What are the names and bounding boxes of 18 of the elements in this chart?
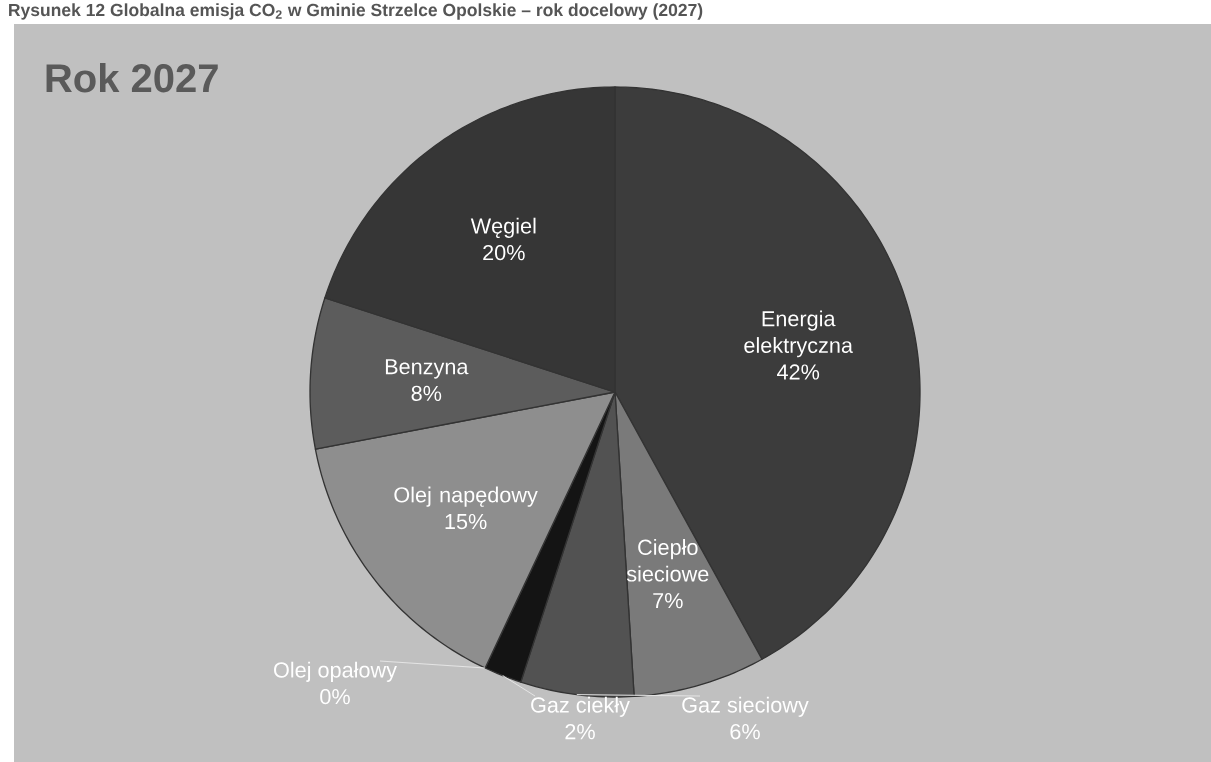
text: Rysunek 12 Globalna emisja CO$_{2}$ w Gminie Strzelce Opolskie – rok docelowy (2027): [9, 3, 703, 20]
text: 0%: [320, 688, 350, 705]
slice-label: Gaz ciekły: [531, 696, 630, 717]
chart-title: Rok 2027: [46, 63, 218, 93]
data-label: 6%: [730, 723, 760, 740]
data-label: 15%: [445, 513, 487, 530]
slice-label: Węgiel: [470, 217, 536, 238]
data-label: 7%: [653, 593, 683, 609]
data-label: 8%: [411, 385, 442, 402]
data-label: 2%: [565, 724, 595, 740]
slice-label: Benzyna: [385, 359, 469, 379]
slice-label: Gaz sieciowy: [682, 696, 809, 717]
category-label: Olej opałowy: [274, 661, 397, 682]
slice-label: Ciepło sieciowe: [626, 539, 709, 582]
slice-label: Energia elektryczna: [744, 310, 853, 358]
data-label: 42%: [777, 364, 820, 380]
data-label: 20%: [483, 244, 525, 261]
slice-label: Olej napędowy: [394, 486, 538, 507]
